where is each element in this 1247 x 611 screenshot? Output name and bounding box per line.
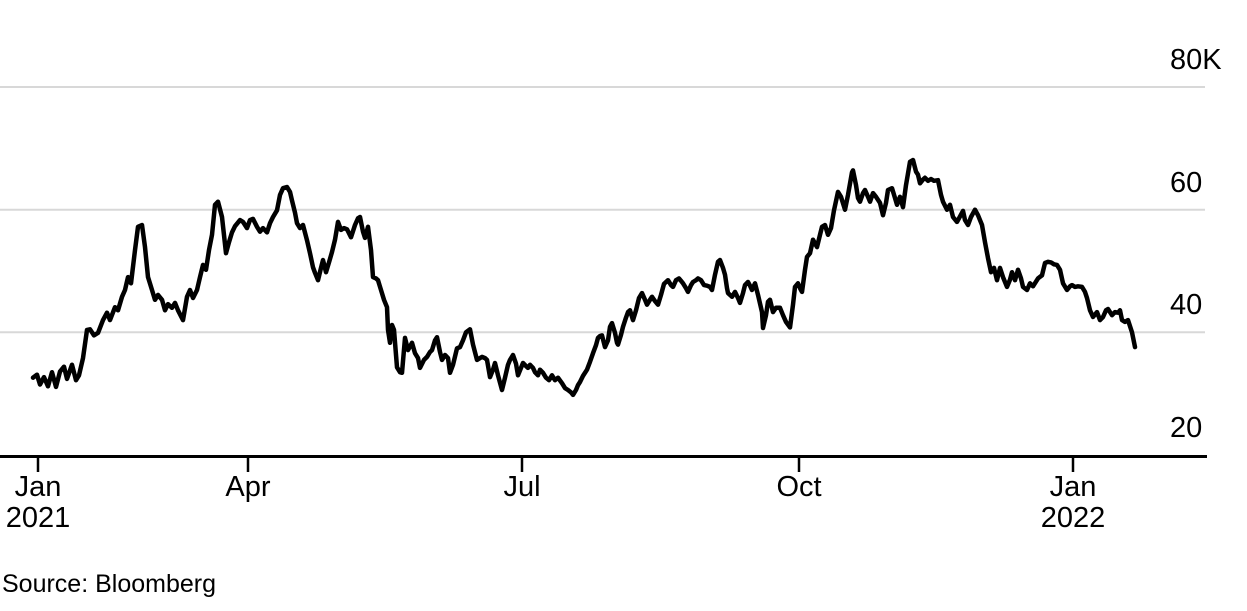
y-tick-label: 60: [1170, 167, 1203, 199]
y-tick-label: 20: [1170, 412, 1203, 444]
x-tick-month: Oct: [776, 471, 822, 503]
x-tick-month: Jan: [14, 471, 62, 503]
x-tick-label: Jan 2021: [0, 472, 118, 534]
x-tick-label: Jul: [442, 472, 602, 503]
x-tick-month: Jan: [1049, 471, 1097, 503]
y-tick-label: 40: [1170, 289, 1203, 321]
x-tick-label: Oct: [719, 472, 879, 503]
x-tick-label: Apr: [168, 472, 328, 503]
x-tick-label: Jan 2022: [993, 472, 1153, 534]
y-tick-label: 80K: [1170, 44, 1222, 76]
source-label: Source: Bloomberg: [2, 570, 217, 598]
x-tick-year: 2021: [5, 502, 71, 534]
x-tick-year: 2022: [1040, 502, 1106, 534]
x-tick-month: Jul: [503, 471, 541, 503]
x-tick-month: Apr: [225, 471, 271, 503]
price-line: [30, 157, 1138, 398]
